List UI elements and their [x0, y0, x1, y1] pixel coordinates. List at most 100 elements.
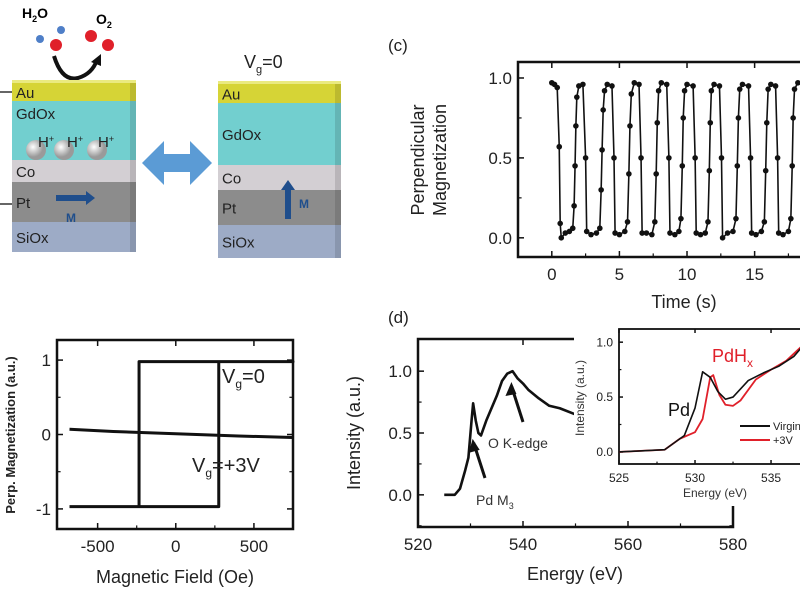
data-point: [676, 228, 682, 235]
o2-label: O2: [96, 11, 112, 30]
layer-top-face: [12, 80, 136, 83]
data-point: [600, 107, 606, 113]
data-point: [763, 119, 770, 126]
data-point: [768, 81, 774, 88]
data-point: [601, 87, 608, 94]
hydrogen-atom-icon: [36, 35, 44, 43]
data-point: [718, 155, 725, 161]
series-vg3v-line: [69, 427, 294, 439]
data-point: [597, 225, 603, 232]
panel-label-c: (c): [388, 36, 408, 55]
data-point: [638, 155, 644, 161]
data-point: [735, 115, 742, 121]
layer-side-shade: [130, 160, 136, 182]
data-point: [622, 228, 628, 235]
layer-label-co: Co: [222, 171, 241, 188]
annotation-pd-m3: Pd M3: [476, 492, 514, 511]
data-point: [654, 119, 661, 126]
data-point: [753, 231, 759, 238]
reaction-arrow-icon: [52, 55, 99, 81]
layer-label-siox: SiOx: [222, 235, 255, 252]
y-tick-label: 1.0: [488, 69, 512, 88]
data-point: [580, 81, 586, 88]
y-tick-label: 1: [42, 351, 51, 370]
h2o-label: H2O: [22, 5, 48, 24]
layer-au: [12, 83, 136, 101]
gate-voltage-label: Vg=0: [244, 52, 283, 76]
data-point: [692, 155, 698, 161]
data-point: [733, 215, 739, 222]
panel-label-d: (d): [388, 308, 409, 327]
legend-label-virgin: Virgin: [773, 421, 800, 433]
layer-side-shade: [130, 182, 136, 222]
data-point: [649, 231, 655, 238]
series-label-vg3v: Vg=+3V: [192, 455, 261, 480]
data-point: [636, 81, 642, 88]
data-point: [658, 79, 665, 86]
y-tick-label: 0.0: [388, 486, 412, 505]
layer-side-shade: [335, 165, 341, 190]
data-point: [588, 231, 594, 238]
layer-au: [218, 84, 341, 103]
oxygen-atom-icon: [102, 39, 114, 51]
data-point: [772, 83, 779, 89]
reversible-double-arrow-icon: [142, 141, 212, 185]
proton-label: H+: [38, 134, 54, 151]
magnetization-label: M: [66, 211, 76, 225]
data-point: [604, 81, 611, 88]
magnetization-perpendicular-arrow-icon: [281, 180, 295, 219]
x-tick-label: -500: [81, 537, 115, 556]
data-point: [666, 155, 672, 161]
data-point: [627, 123, 633, 129]
x-tick-label: 560: [614, 535, 642, 554]
proton-group: H+ H+ H+: [26, 134, 114, 160]
y-tick-label: 0.0: [488, 229, 512, 248]
y-tick-label: 0: [42, 425, 51, 444]
proton-icon: [87, 140, 107, 160]
data-point: [758, 228, 765, 235]
y-tick-label: 0.5: [596, 390, 613, 404]
y-axis-title: Intensity (a.u.): [344, 376, 364, 490]
data-point: [780, 231, 786, 238]
data-point: [672, 231, 678, 238]
data-point: [679, 163, 686, 169]
oxygen-atom-icon: [85, 30, 97, 42]
x-tick-label: 525: [609, 471, 629, 485]
hysteresis-chart: -500 0 500 -1 0 1 Magnetic Field (Oe) Perp. Mag…: [3, 338, 295, 587]
xas-spectrum: [444, 369, 576, 497]
panel-a-device-diagram: H2O O2 Au GdOx Co Pt SiOx Au GdOx Co Pt SiOx H+ …: [0, 5, 341, 258]
layer-side-shade: [130, 101, 136, 160]
data-point: [719, 235, 726, 241]
proton-label: H+: [98, 134, 114, 151]
data-point: [628, 91, 635, 97]
annotation-o-k-edge: O K-edge: [488, 435, 548, 451]
data-point: [684, 81, 690, 88]
x-tick-label: 10: [678, 265, 697, 284]
curve-label-pd: Pd: [668, 400, 690, 420]
layer-pt: [12, 182, 136, 222]
y-axis-title-line1: Perpendicular: [408, 104, 428, 215]
data-point: [558, 235, 565, 241]
time-switching-chart: 0 5 10 15 0.0 0.5 1.0 Time (s) Perpendicular Magn…: [408, 60, 800, 312]
data-point: [730, 228, 736, 235]
data-point: [785, 228, 792, 235]
data-point: [795, 79, 800, 86]
data-point: [790, 115, 796, 121]
layer-label-gdox: GdOx: [16, 106, 56, 123]
data-point: [572, 163, 578, 169]
data-point: [775, 230, 782, 236]
layer-label-pt: Pt: [16, 195, 31, 212]
data-point: [598, 187, 604, 193]
layer-side-shade: [130, 83, 136, 101]
data-point: [626, 171, 632, 177]
data-point: [653, 171, 659, 177]
layer-siox: [218, 225, 341, 258]
data-point: [736, 86, 743, 92]
series-label-vg0: Vg=0: [222, 366, 265, 391]
oxygen-atom-icon: [50, 39, 62, 51]
data-point: [667, 230, 673, 236]
series-virgin: [618, 348, 800, 453]
o-k-edge-arrowhead-icon: [505, 382, 517, 396]
